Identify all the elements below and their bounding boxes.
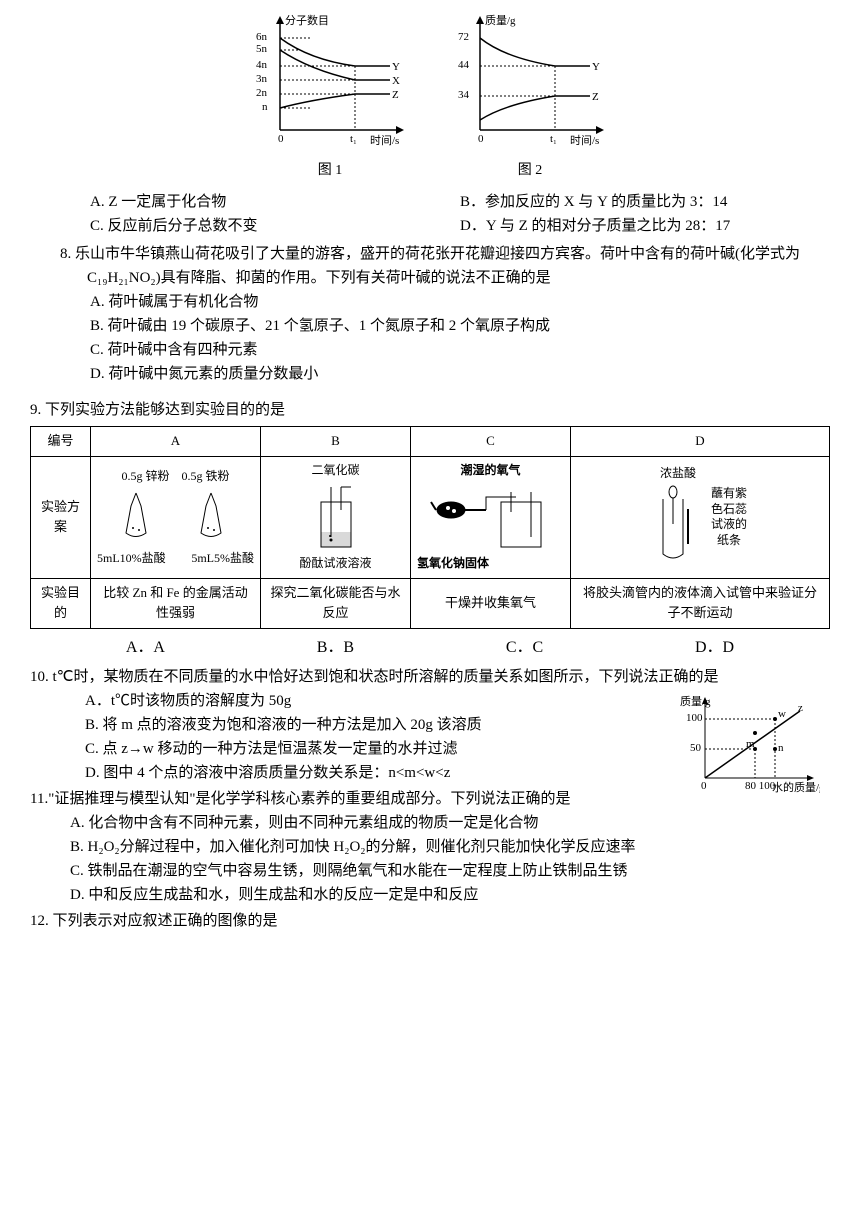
q7-opt-a: A. Z 一定属于化合物 — [90, 190, 460, 214]
svg-text:n: n — [778, 742, 784, 754]
q9-b-top: 二氧化碳 — [311, 461, 359, 480]
q9-d-r2: 色石蕊 — [711, 502, 747, 518]
svg-text:分子数目: 分子数目 — [285, 14, 329, 27]
q9-answer-row: A．A B．B C．C D．D — [30, 635, 830, 661]
q9-purpose-b: 探究二氧化碳能否与水反应 — [261, 578, 411, 629]
svg-text:4n: 4n — [256, 59, 268, 71]
q9-b-bottom: 酚酞试液溶液 — [299, 554, 371, 573]
q8-opt-c: C. 荷叶碱中含有四种元素 — [90, 338, 830, 362]
q8-opt-a: A. 荷叶碱属于有机化合物 — [90, 290, 830, 314]
svg-text:t₁: t₁ — [350, 133, 357, 145]
q10: 10. t℃时，某物质在不同质量的水中恰好达到饱和状态时所溶解的质量关系如图所示… — [30, 665, 830, 785]
svg-text:Z: Z — [392, 89, 399, 101]
svg-text:100: 100 — [686, 712, 703, 724]
svg-text:Y: Y — [392, 61, 400, 73]
q9-d-r4: 纸条 — [711, 533, 747, 549]
svg-text:3n: 3n — [256, 73, 268, 85]
q9-d-svg — [653, 484, 703, 564]
q9-purpose-c: 干燥并收集氧气 — [411, 578, 571, 629]
q11-opt-b: B. H₂O₂分解过程中，加入催化剂可加快 H₂O₂的分解，则催化剂只能加快化学… — [70, 835, 830, 859]
svg-text:水的质量/g: 水的质量/g — [772, 780, 820, 793]
fig1-caption: 图 1 — [250, 160, 410, 182]
q10-stem: 10. t℃时，某物质在不同质量的水中恰好达到饱和状态时所溶解的质量关系如图所示… — [57, 665, 830, 689]
svg-text:6n: 6n — [256, 31, 268, 43]
svg-text:34: 34 — [458, 89, 470, 101]
q9-table: 编号 A B C D 实验方案 0.5g 锌粉 0.5g 铁粉 5mL10 — [30, 426, 830, 629]
q9-d-top: 浓盐酸 — [653, 464, 703, 483]
svg-text:0: 0 — [278, 133, 284, 145]
q7-opt-b: B．参加反应的 X 与 Y 的质量比为 3：14 — [460, 190, 830, 214]
svg-text:时间/s: 时间/s — [370, 134, 399, 147]
svg-text:时间/s: 时间/s — [570, 134, 599, 147]
q9-ans-c: C．C — [506, 635, 543, 661]
q9-cell-c: 潮湿的氧气 氢氧化钠固体 — [411, 457, 571, 578]
svg-text:0: 0 — [701, 780, 707, 792]
svg-text:X: X — [392, 75, 400, 87]
svg-text:Y: Y — [592, 61, 600, 73]
fig2-caption: 图 2 — [450, 160, 610, 182]
svg-text:Z: Z — [592, 91, 599, 103]
svg-text:5n: 5n — [256, 43, 268, 55]
q9-a-line2: 5mL10%盐酸 — [97, 547, 166, 570]
q9-b-svg — [296, 482, 376, 552]
q11-opt-c: C. 铁制品在潮湿的空气中容易生锈，则隔绝氧气和水能在一定程度上防止铁制品生锈 — [70, 859, 830, 883]
svg-text:t₁: t₁ — [550, 133, 557, 145]
q9-c-top: 潮湿的氧气 — [460, 461, 520, 480]
svg-text:72: 72 — [458, 31, 469, 43]
q9-ans-a: A．A — [126, 635, 165, 661]
q9-ans-d: D．D — [695, 635, 734, 661]
q9-row1-label: 实验方案 — [31, 457, 91, 578]
svg-text:44: 44 — [458, 59, 470, 71]
q9-stem: 9. 下列实验方法能够达到实验目的的是 — [30, 398, 830, 422]
svg-text:质量/g: 质量/g — [485, 14, 516, 27]
q9-row2-label: 实验目的 — [31, 578, 91, 629]
q8: 8. 乐山市牛华镇燕山荷花吸引了大量的游客，盛开的荷花张开花瓣迎接四方宾客。荷叶… — [30, 242, 830, 386]
q10-graph: 质量/g 100 50 0 80 100 水的质量/g w z m n — [680, 693, 820, 801]
q9-ans-b: B．B — [317, 635, 354, 661]
q9-h2: B — [261, 427, 411, 457]
svg-text:50: 50 — [690, 742, 702, 754]
q9-purpose-a: 比较 Zn 和 Fe 的金属活动性强弱 — [91, 578, 261, 629]
q8-opt-b: B. 荷叶碱由 19 个碳原子、21 个氢原子、1 个氮原子和 2 个氧原子构成 — [90, 314, 830, 338]
fig2-svg: 质量/g 时间/s 72 44 34 0 t₁ Y Z — [450, 10, 610, 150]
q9-a-svg — [111, 488, 241, 538]
q9-c-side: 氢氧化钠固体 — [417, 554, 489, 573]
fig1-svg: 分子数目 时间/s 6n 5n 4n 3n 2n n 0 t₁ Y X Z — [250, 10, 410, 150]
q9-h4: D — [571, 427, 830, 457]
q11: 11."证据推理与模型认知"是化学学科核心素养的重要组成部分。下列说法正确的是 … — [30, 787, 830, 907]
q12: 12. 下列表示对应叙述正确的图像的是 — [30, 909, 830, 933]
q7-opt-c: C. 反应前后分子总数不变 — [90, 214, 460, 238]
q9-a-line1: 0.5g 锌粉 0.5g 铁粉 — [97, 465, 254, 488]
svg-text:质量/g: 质量/g — [680, 695, 711, 708]
q11-opt-d: D. 中和反应生成盐和水，则生成盐和水的反应一定是中和反应 — [70, 883, 830, 907]
q9-purpose-d: 将胶头滴管内的液体滴入试管中来验证分子不断运动 — [571, 578, 830, 629]
q7-options: A. Z 一定属于化合物 B．参加反应的 X 与 Y 的质量比为 3：14 C.… — [30, 190, 830, 238]
svg-text:0: 0 — [478, 133, 484, 145]
q11-opt-a: A. 化合物中含有不同种元素，则由不同种元素组成的物质一定是化合物 — [70, 811, 830, 835]
svg-text:w: w — [778, 708, 786, 720]
q9-c-svg — [426, 482, 556, 552]
q12-stem: 12. 下列表示对应叙述正确的图像的是 — [57, 909, 830, 933]
q9-h1: A — [91, 427, 261, 457]
q8-opt-d: D. 荷叶碱中氮元素的质量分数最小 — [90, 362, 830, 386]
q7-opt-d: D．Y 与 Z 的相对分子质量之比为 28：17 — [460, 214, 830, 238]
q9: 9. 下列实验方法能够达到实验目的的是 编号 A B C D 实验方案 0.5g… — [30, 398, 830, 660]
svg-text:m: m — [746, 738, 755, 750]
q9-cell-b: 二氧化碳 酚酞试液溶液 — [261, 457, 411, 578]
figure-2: 质量/g 时间/s 72 44 34 0 t₁ Y Z 图 2 — [450, 10, 610, 182]
svg-text:n: n — [262, 101, 268, 113]
q9-cell-a: 0.5g 锌粉 0.5g 铁粉 5mL10%盐酸 5mL5%盐酸 — [91, 457, 261, 578]
figure-1: 分子数目 时间/s 6n 5n 4n 3n 2n n 0 t₁ Y X Z — [250, 10, 410, 182]
q9-cell-d: 浓盐酸 蘸有紫 色石蕊 试液的 纸条 — [571, 457, 830, 578]
svg-text:z: z — [798, 702, 803, 714]
q9-d-r3: 试液的 — [711, 517, 747, 533]
q8-stem: 8. 乐山市牛华镇燕山荷花吸引了大量的游客，盛开的荷花张开花瓣迎接四方宾客。荷叶… — [87, 242, 830, 290]
svg-text:2n: 2n — [256, 87, 268, 99]
q9-h0: 编号 — [31, 427, 91, 457]
q9-h3: C — [411, 427, 571, 457]
q9-a-line3: 5mL5%盐酸 — [191, 547, 254, 570]
figures-row: 分子数目 时间/s 6n 5n 4n 3n 2n n 0 t₁ Y X Z — [30, 10, 830, 182]
q9-d-r1: 蘸有紫 — [711, 486, 747, 502]
